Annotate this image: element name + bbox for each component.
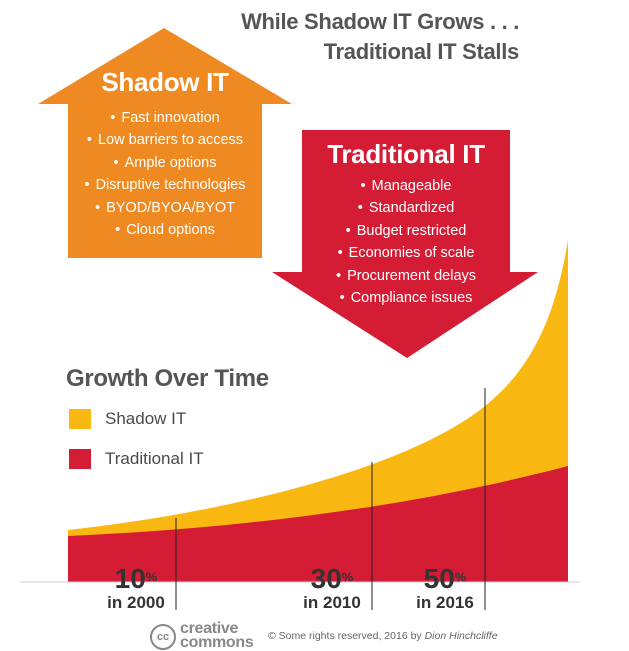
annotation-value: 50 [423,563,455,594]
title-line-1: While Shadow IT Grows . . . [241,9,519,34]
annotation-label: in 2016 [416,593,474,612]
annotation-value: 10 [114,563,146,594]
traditional-it-item: Economies of scale [302,242,510,264]
shadow-it-item: Fast innovation [68,107,262,129]
legend-swatch-traditional-it [69,449,91,469]
creative-commons-icon: cc [150,624,176,650]
shadow-it-list: Fast innovation Low barriers to access A… [68,107,262,241]
annotation-unit: % [145,569,158,585]
rights-text: © Some rights reserved, 2016 by Dion Hin… [268,630,498,642]
traditional-it-item: Procurement delays [302,265,510,287]
shadow-it-item: Cloud options [68,219,262,241]
traditional-it-item: Compliance issues [302,287,510,309]
shadow-it-item: BYOD/BYOA/BYOT [68,197,262,219]
copyright-icon: © [268,630,276,642]
traditional-it-item: Manageable [302,175,510,197]
traditional-it-area [68,466,568,582]
legend-label-shadow-it: Shadow IT [105,409,187,428]
traditional-it-title: Traditional IT [327,139,485,169]
traditional-it-item: Standardized [302,197,510,219]
growth-title: Growth Over Time [66,365,269,392]
shadow-it-title: Shadow IT [101,67,229,97]
annotation-2016: 50% in 2016 [409,563,481,613]
creative-commons-logo: creative commons [180,620,254,651]
annotation-value: 30 [310,563,342,594]
legend-label-traditional-it: Traditional IT [105,449,204,468]
annotation-label: in 2010 [303,593,361,612]
shadow-it-item: Ample options [68,152,262,174]
rights-statement: Some rights reserved, 2016 by [278,630,425,642]
annotation-unit: % [341,569,354,585]
annotation-2010: 30% in 2010 [296,563,368,613]
author-name: Dion Hinchcliffe [424,630,498,642]
annotation-unit: % [454,569,467,585]
annotation-2000: 10% in 2000 [100,563,172,613]
traditional-it-list: Manageable Standardized Budget restricte… [302,175,510,309]
annotation-label: in 2000 [107,593,165,612]
cc-line-1: creative [180,620,239,637]
traditional-it-item: Budget restricted [302,220,510,242]
cc-line-2: commons [180,634,254,651]
shadow-it-item: Low barriers to access [68,129,262,151]
legend-swatch-shadow-it [69,409,91,429]
title-line-2: Traditional IT Stalls [323,39,520,64]
shadow-it-item: Disruptive technologies [68,174,262,196]
